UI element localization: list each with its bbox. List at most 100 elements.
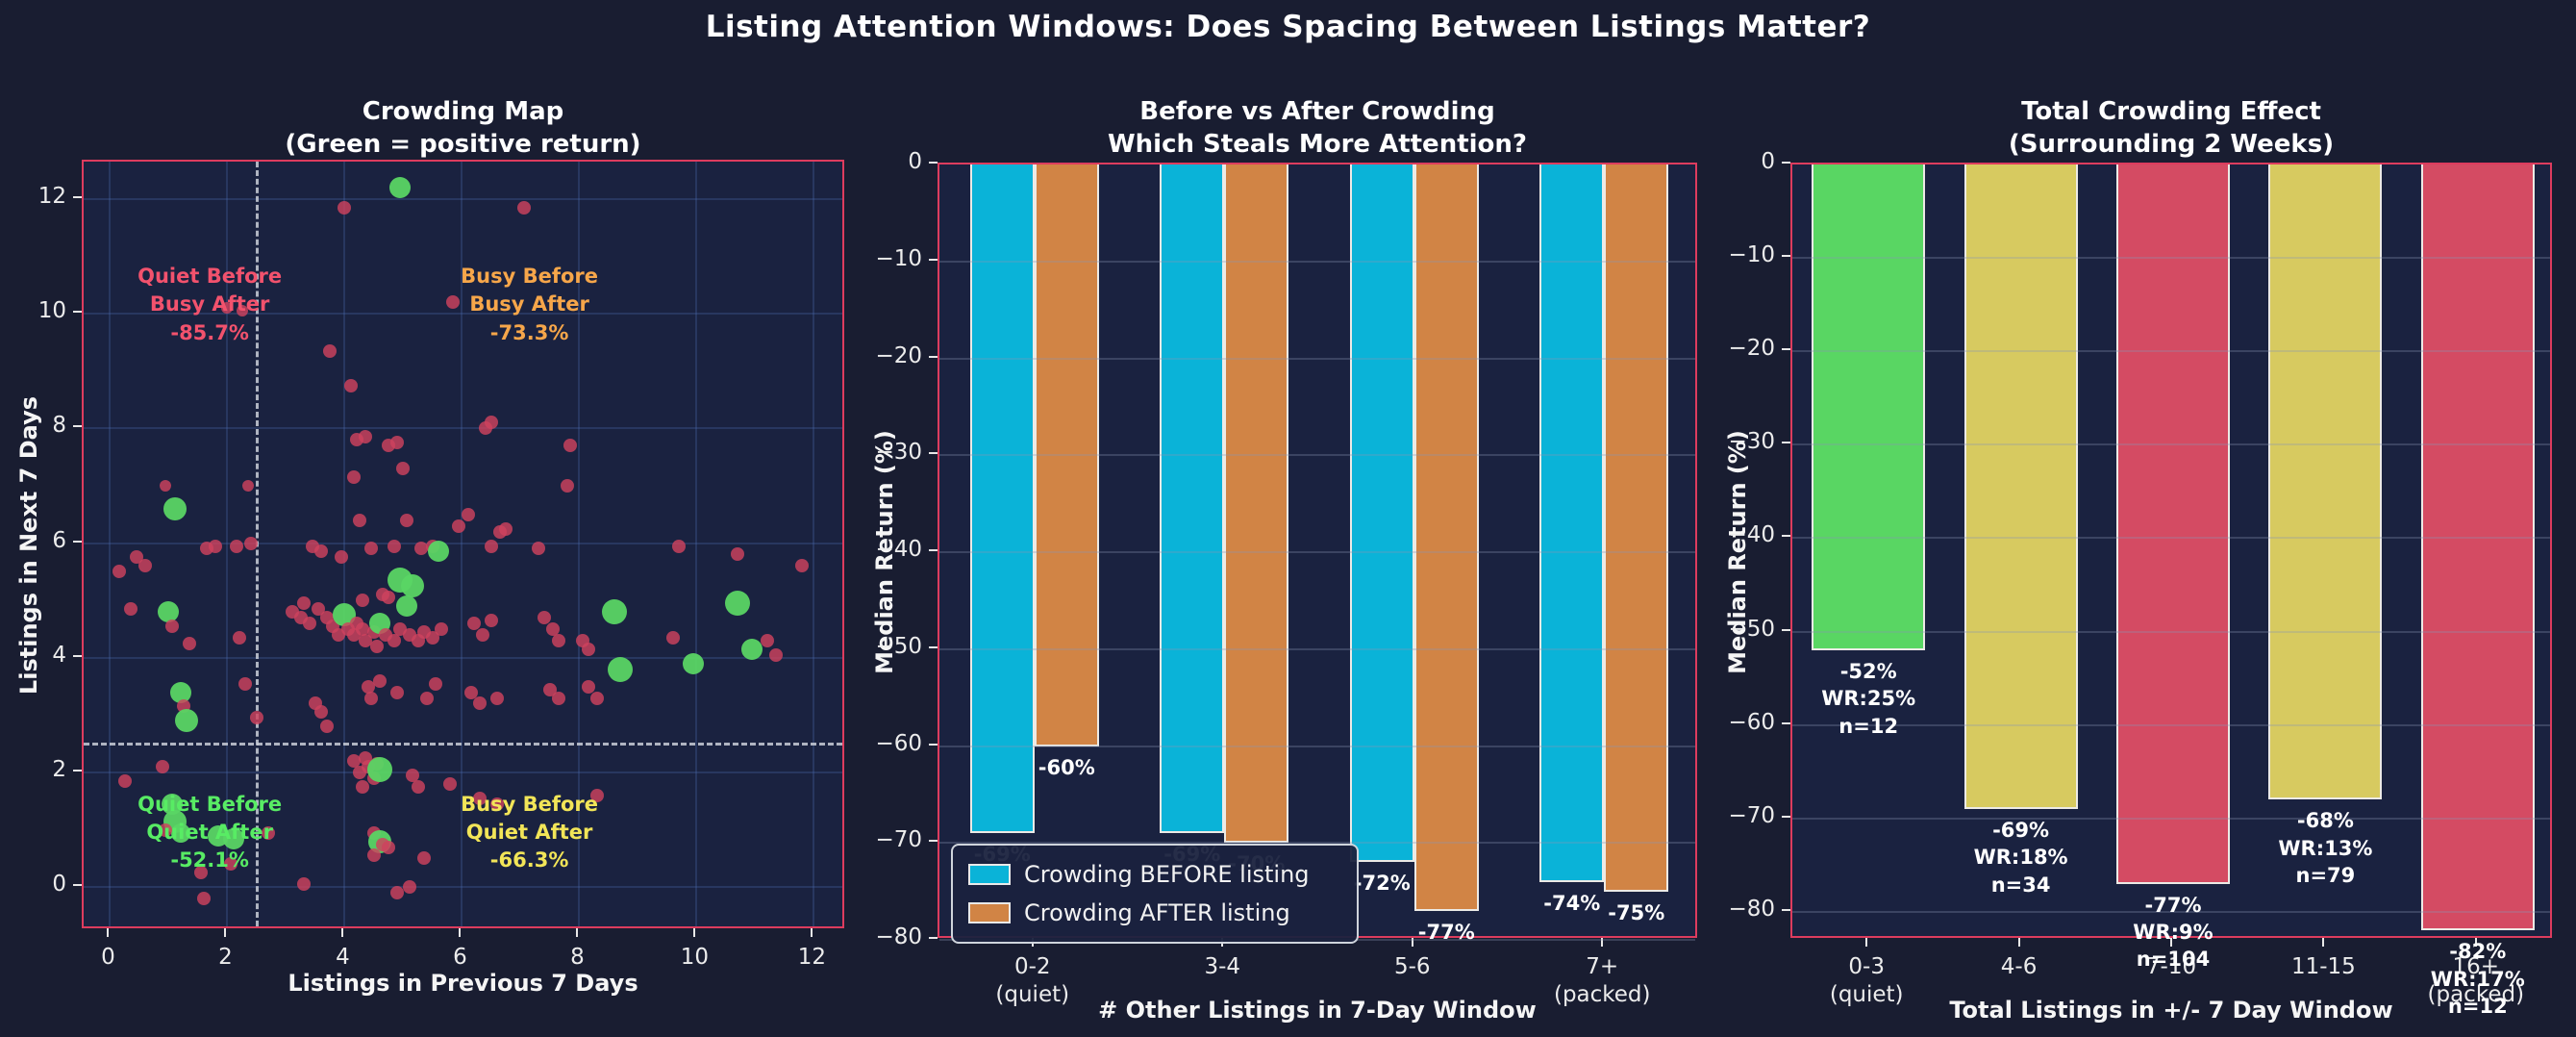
scatter-point-negative <box>243 536 258 550</box>
scatter-point-negative <box>760 633 774 647</box>
gridline-y <box>84 197 842 200</box>
y-tick-label: −20 <box>875 342 922 368</box>
quadrant-annotation: Busy Before Quiet After -66.3% <box>461 791 598 875</box>
quadrant-annotation-line: -52.1% <box>170 848 249 873</box>
y-tick-mark <box>929 162 938 164</box>
gridline-x <box>695 162 698 926</box>
scatter-point-negative <box>435 621 449 636</box>
scatter-point-negative <box>484 539 498 553</box>
scatter-point-negative <box>314 544 329 559</box>
scatter-point-negative <box>484 416 498 430</box>
y-tick-mark <box>1782 628 1790 631</box>
y-tick-label: −40 <box>875 537 922 562</box>
quadrant-annotation: Quiet Before Quiet After -52.1% <box>138 791 282 875</box>
scatter-point-negative <box>159 822 173 837</box>
scatter-point-negative <box>589 788 604 802</box>
gridline-y <box>1792 350 2550 353</box>
gridline-y <box>84 886 842 889</box>
bar-stats-label-line: -52% <box>1839 659 1897 683</box>
figure-title: Listing Attention Windows: Does Spacing … <box>705 10 1871 44</box>
x-tick-mark <box>459 928 462 937</box>
scatter-point-negative <box>314 705 329 720</box>
scatter-point-negative <box>296 877 311 892</box>
y-tick-mark <box>1782 815 1790 818</box>
scatter-point-negative <box>463 685 478 699</box>
bar-stats-label-line: n=34 <box>1990 873 2051 897</box>
scatter-point-negative <box>552 633 566 647</box>
y-tick-label: −10 <box>875 245 922 271</box>
y-tick-mark <box>73 770 82 772</box>
scatter-point-negative <box>323 343 338 358</box>
scatter-point-negative <box>296 596 311 611</box>
gridline-x <box>461 162 463 926</box>
scatter-xlabel: Listings in Previous 7 Days <box>288 970 638 997</box>
scatter-point-negative <box>399 513 413 527</box>
x-tick-label: 0-2 (quiet) <box>956 953 1110 1009</box>
x-tick-mark <box>2474 938 2477 947</box>
scatter-point-negative <box>396 462 411 475</box>
legend: Crowding BEFORE listing Crowding AFTER l… <box>951 844 1359 944</box>
bar-stats-label-line: WR:9% <box>2133 921 2213 945</box>
x-tick-label: 0-3 (quiet) <box>1789 953 1943 1009</box>
scatter-point-negative <box>731 547 745 562</box>
scatter-point-negative <box>373 673 388 688</box>
scatter-point-negative <box>768 647 783 662</box>
x-tick-label: 4 <box>336 945 350 970</box>
scatter-point-negative <box>366 848 381 863</box>
scatter-plot-area: Quiet Before Busy After -85.7% Busy Before B… <box>82 160 844 928</box>
y-tick-label: −70 <box>875 827 922 853</box>
legend-item-after: Crowding AFTER listing <box>968 894 1341 932</box>
bar-stats-label-line: WR:18% <box>1973 846 2068 870</box>
grouped-bar-xlabel: # Other Listings in 7-Day Window <box>1098 997 1537 1024</box>
scatter-point-negative <box>223 857 238 872</box>
y-tick-label: −10 <box>1728 242 1775 268</box>
x-tick-label: 6 <box>453 945 467 970</box>
y-tick-label: 2 <box>52 757 66 783</box>
gridline-y <box>84 427 842 430</box>
y-tick-label: 0 <box>1761 149 1775 174</box>
x-tick-mark <box>1411 938 1413 947</box>
scatter-point-negative <box>117 773 132 788</box>
gridline-y <box>1792 910 2550 913</box>
x-tick-label: 8 <box>570 945 585 970</box>
scatter-point-negative <box>413 542 428 556</box>
bar-total <box>2268 164 2383 800</box>
scatter-point-negative <box>443 776 458 791</box>
scatter-title-line1: Crowding Map <box>362 97 564 126</box>
scatter-title-line2: (Green = positive return) <box>285 129 641 159</box>
y-tick-mark <box>929 549 938 551</box>
scatter-point-negative <box>194 866 208 880</box>
bar-stats-label: -82% WR:17% n=12 <box>2431 938 2525 1020</box>
bar-stats-label-line: -69% <box>1992 819 2050 843</box>
gridline-y <box>939 647 1695 650</box>
quadrant-annotation-line: Busy After <box>469 292 589 316</box>
gridline-y <box>1792 630 2550 633</box>
y-tick-label: −80 <box>875 924 922 949</box>
bar-stats-label-line: WR:17% <box>2430 967 2525 991</box>
scatter-point-negative <box>429 676 442 691</box>
x-tick-label: 3-4 <box>1145 953 1299 981</box>
quadrant-hline <box>84 743 842 746</box>
grouped-bar-title-line1: Before vs After Crowding <box>1139 97 1495 126</box>
scatter-point-negative <box>484 614 498 627</box>
quadrant-annotation-line: Quiet After <box>146 820 273 844</box>
x-tick-label: 7+ (packed) <box>1525 953 1679 1009</box>
gridline-y <box>1792 443 2550 446</box>
bar-before <box>1349 164 1414 863</box>
bar-total <box>1963 164 2078 810</box>
scatter-point-positive <box>608 656 634 682</box>
legend-swatch-after <box>968 902 1011 923</box>
scatter-point-negative <box>388 539 402 553</box>
bar-stats-label-line: -77% <box>2144 893 2202 917</box>
scatter-point-positive <box>389 176 412 198</box>
scatter-point-negative <box>355 621 369 636</box>
x-tick-label-line: (packed) <box>2427 981 2525 1007</box>
grouped-bar-title-line2: Which Steals More Attention? <box>1107 129 1527 159</box>
scatter-point-negative <box>361 679 375 694</box>
x-tick-label-line: (packed) <box>1553 981 1651 1007</box>
scatter-point-negative <box>419 691 434 705</box>
scatter-point-negative <box>229 539 243 553</box>
bar-stats-label: -52% WR:25% n=12 <box>1821 658 1915 740</box>
x-tick-label-line: 4-6 <box>2000 954 2038 979</box>
quadrant-annotation: Busy Before Busy After -73.3% <box>461 263 598 347</box>
